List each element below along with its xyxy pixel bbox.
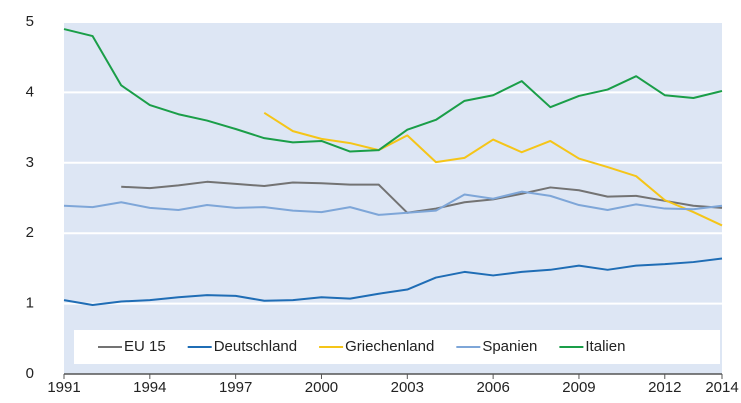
x-tick-label: 2009	[562, 379, 595, 396]
x-tick-label: 2003	[391, 379, 424, 396]
series-line	[121, 180, 723, 214]
legend-label: Deutschland	[214, 338, 297, 355]
y-tick-label: 3	[26, 154, 34, 171]
x-tick-label: 2000	[305, 379, 338, 396]
series-line	[63, 28, 723, 153]
y-tick-label: 4	[26, 83, 34, 100]
legend-label: Griechenland	[345, 338, 434, 355]
y-tick-label: 1	[26, 295, 34, 312]
y-tick-label: 0	[26, 365, 34, 382]
x-tick-label: 1994	[133, 379, 166, 396]
x-tick-label: 2014	[705, 379, 738, 396]
x-tick-label: 2006	[476, 379, 509, 396]
x-tick-label: 1997	[219, 379, 252, 396]
x-tick-label: 2012	[648, 379, 681, 396]
y-tick-label: 5	[26, 13, 34, 30]
series-line	[263, 111, 723, 227]
x-tick-label: 1991	[47, 379, 80, 396]
y-tick-label: 2	[26, 224, 34, 241]
legend-label: Italien	[585, 338, 625, 355]
legend-label: EU 15	[124, 338, 166, 355]
legend-label: Spanien	[482, 338, 537, 355]
series-line	[63, 190, 723, 216]
series-line	[63, 257, 723, 307]
legend-box	[74, 330, 720, 364]
